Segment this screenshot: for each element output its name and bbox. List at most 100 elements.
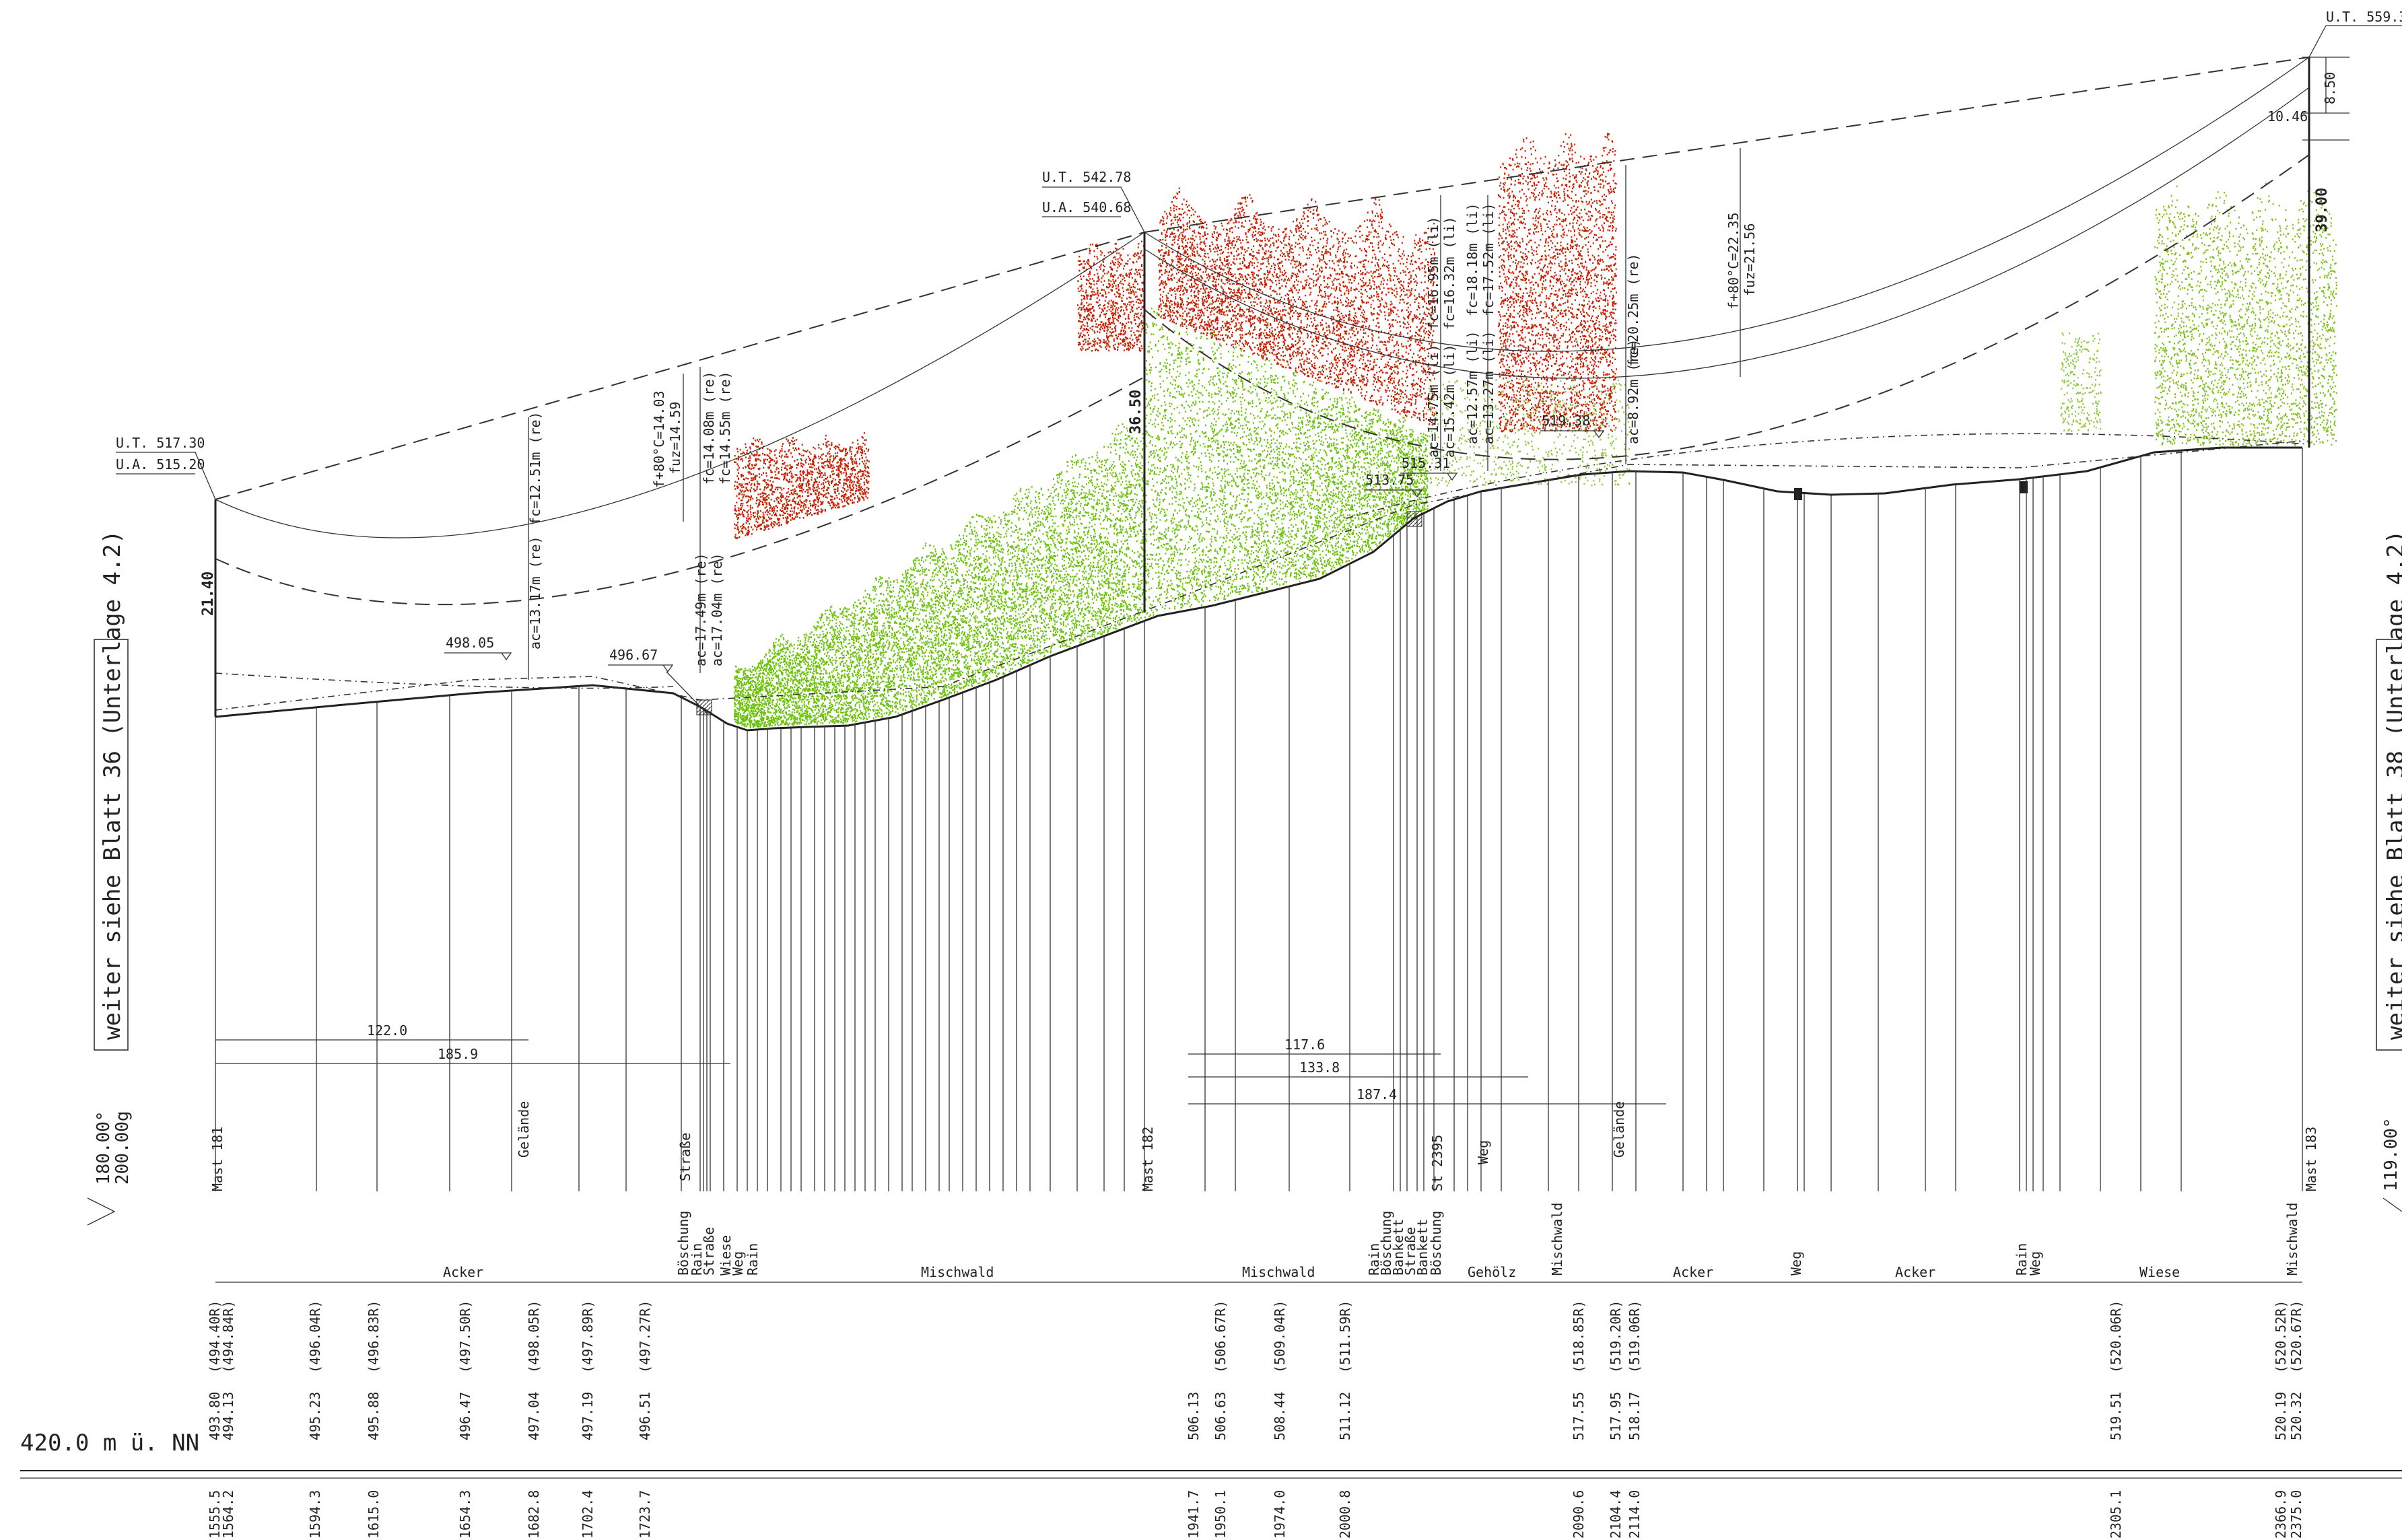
dim-133: 133.8 xyxy=(1299,1059,1340,1076)
row-right-height: (498.05R) xyxy=(526,1300,542,1373)
row-right-height: (506.67R) xyxy=(1212,1300,1229,1373)
mast-182-height: 36.50 xyxy=(1128,390,1144,434)
landuse-small-label: Weg xyxy=(2027,1251,2043,1275)
span2-ac-b: ac=15.42m (li) xyxy=(1441,344,1457,458)
row-height: 520.19 xyxy=(2273,1392,2289,1440)
elev-519: 519.38 xyxy=(1542,413,1590,429)
landuse-small-label: Rain xyxy=(745,1243,761,1275)
span2-ac-c: ac=12.57m (li) xyxy=(1464,330,1480,444)
feature-weg: Weg xyxy=(1475,1140,1491,1164)
landuse-small-label: Böschung xyxy=(1428,1211,1444,1275)
row-height: 496.51 xyxy=(637,1392,653,1440)
span2-ac-d: ac=13.27m (li) xyxy=(1480,330,1497,444)
row-station: 2104.4 xyxy=(1608,1490,1624,1539)
ground-profile xyxy=(215,440,2303,732)
side-notes: weiter siehe Blatt 36 (Unterlage 4.2) we… xyxy=(87,530,2402,1226)
row-height: 517.95 xyxy=(1608,1392,1624,1440)
mast-181-ut: U.T. 517.30 xyxy=(116,435,205,451)
left-angle-gon: 200.00g xyxy=(112,1111,133,1185)
landuse-acker-2: Acker xyxy=(1673,1264,1713,1280)
dim-122: 122.0 xyxy=(367,1022,407,1039)
span1-fc: fc=12.51m (re) xyxy=(527,411,543,525)
landuse-gehoelz: Gehölz xyxy=(1468,1264,1516,1280)
span2-f80: f+80°C=22.35 xyxy=(1725,213,1742,310)
landuse-small-label: Wiese xyxy=(718,1235,734,1275)
elev-496: 496.67 xyxy=(609,647,658,663)
row-station: 1682.8 xyxy=(526,1490,542,1539)
row-station: 2305.1 xyxy=(2108,1490,2124,1539)
landuse-small-label: Bankett xyxy=(1414,1219,1431,1275)
landuse-small-label: Rain xyxy=(1366,1243,1382,1275)
row-right-height: (520.06R) xyxy=(2108,1300,2124,1373)
feature-mast-181: Mast 181 xyxy=(209,1127,226,1191)
feature-mast-182: Mast 182 xyxy=(1140,1127,1156,1191)
row-station: 2000.8 xyxy=(1337,1490,1353,1539)
landuse-small-label: Böschung xyxy=(1378,1211,1394,1275)
row-height: 493.80 xyxy=(207,1392,223,1440)
dim-187: 187.4 xyxy=(1357,1086,1397,1102)
row-station: 1564.2 xyxy=(220,1490,236,1539)
row-station: 2090.6 xyxy=(1571,1490,1587,1539)
green-trees-span2a xyxy=(1144,308,1429,618)
row-height: 496.47 xyxy=(457,1392,473,1440)
row-height: 519.51 xyxy=(2108,1392,2124,1440)
row-station: 2114.0 xyxy=(1626,1490,1643,1539)
red-trees-span2a xyxy=(1158,187,1435,426)
feature-gelaende-2: Gelände xyxy=(1611,1101,1627,1158)
row-station: 1702.4 xyxy=(580,1490,596,1539)
row-station: 1723.7 xyxy=(637,1490,653,1539)
row-height: 495.88 xyxy=(366,1392,382,1440)
row-right-height: (509.04R) xyxy=(1272,1300,1288,1373)
land-use-band: Acker Mischwald Mischwald Gehölz Acker A… xyxy=(215,1203,2302,1283)
span2-fuz: fuz=21.56 xyxy=(1742,223,1758,296)
landuse-wiese: Wiese xyxy=(2139,1264,2180,1280)
mast-182-ua: U.A. 540.68 xyxy=(1042,199,1131,215)
row-right-height: (519.06R) xyxy=(1626,1300,1643,1373)
row-right-height: (497.89R) xyxy=(580,1300,596,1373)
row-height: 497.04 xyxy=(526,1392,542,1440)
span2-fc-e: fc=20.25m (re) xyxy=(1625,253,1641,367)
left-continuation-note: weiter siehe Blatt 36 (Unterlage 4.2) xyxy=(99,530,126,1040)
landuse-mischwald-1: Mischwald xyxy=(921,1264,994,1280)
row-height: 518.17 xyxy=(1626,1392,1643,1440)
row-height: 508.44 xyxy=(1272,1392,1288,1440)
row-right-height: (511.59R) xyxy=(1337,1300,1353,1373)
span2-ac-e: ac=8.92m (re) xyxy=(1625,339,1641,444)
span1-ac: ac=13.17m (re) xyxy=(527,536,543,650)
mast-183-offset-a: 8.50 xyxy=(2322,72,2338,104)
row-height: 511.12 xyxy=(1337,1392,1353,1440)
right-angle-deg: 119.00° xyxy=(2381,1117,2401,1191)
row-height: 497.19 xyxy=(580,1392,596,1440)
right-continuation-note: weiter siehe Blatt 38 (Unterlage 4.2) xyxy=(2382,530,2402,1040)
red-trees-mast182-left xyxy=(1077,240,1146,352)
data-rows: (494.40R)(494.84R) (496.04R) (496.83R) (497… xyxy=(20,1300,2402,1539)
feature-strasse: Straße xyxy=(677,1133,693,1181)
landuse-mischwald-2: Mischwald xyxy=(1242,1264,1315,1280)
row-right-heights: (494.40R)(494.84R) (496.04R) (496.83R) (497… xyxy=(207,1300,2304,1373)
row-right-height: (520.52R) xyxy=(2273,1300,2289,1373)
feature-mast-183: Mast 183 xyxy=(2303,1127,2319,1191)
span1-fuz: fuz=14.59 xyxy=(667,402,683,475)
mast-181-height: 21.40 xyxy=(200,571,217,616)
row-height: 506.13 xyxy=(1186,1392,1202,1440)
left-angle-deg: 180.00° xyxy=(94,1111,114,1185)
landuse-small-label: Straße xyxy=(701,1227,717,1275)
row-right-height: (496.83R) xyxy=(366,1300,382,1373)
landuse-small-label: Mischwald xyxy=(1549,1203,1565,1275)
row-right-height: (518.85R) xyxy=(1571,1300,1587,1373)
datum-label: 420.0 m ü. NN xyxy=(20,1430,199,1457)
row-height: 517.55 xyxy=(1571,1392,1587,1440)
row-right-height: (494.84R) xyxy=(220,1300,236,1373)
landuse-small-label: Böschung xyxy=(675,1211,691,1275)
row-station: 2366.9 xyxy=(2273,1490,2289,1539)
row-right-height: (497.50R) xyxy=(457,1300,473,1373)
span2-fc-c: fc=18.18m (li) xyxy=(1464,203,1480,316)
green-trees-span1 xyxy=(734,423,1146,728)
row-right-height: (497.27R) xyxy=(637,1300,653,1373)
span2-clearance-labels: fc=16.95m (li) fc=16.32m (li) fc=18.18m … xyxy=(1425,148,1758,471)
elev-515: 515.31 xyxy=(1402,455,1450,471)
landuse-small-label: Bankett xyxy=(1390,1219,1406,1275)
landuse-small-label: Mischwald xyxy=(2284,1203,2300,1275)
span1-fc-b: fc=14.08m (re) xyxy=(701,371,717,485)
row-right-height: (496.04R) xyxy=(307,1300,323,1373)
